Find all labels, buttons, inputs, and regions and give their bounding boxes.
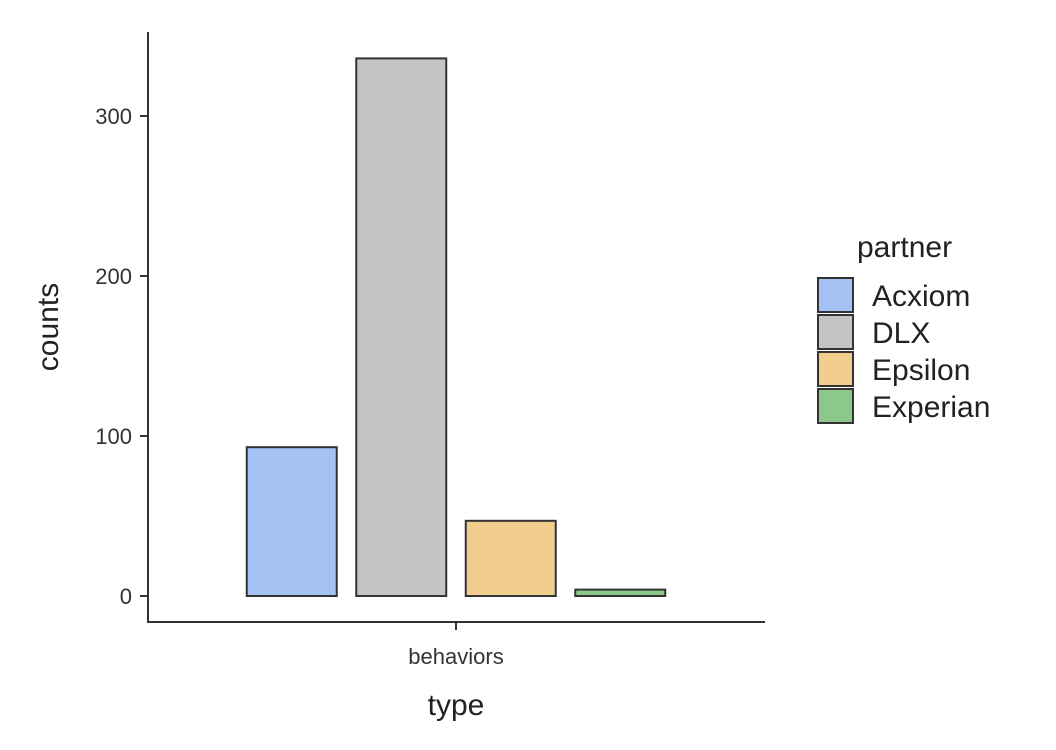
legend-label-epsilon: Epsilon	[872, 354, 970, 387]
legend-key-dlx	[817, 314, 854, 350]
bar-dlx	[355, 57, 448, 597]
legend: partner Acxiom DLX Epsilon Experian	[817, 231, 990, 424]
plot-area	[245, 57, 667, 598]
bar-epsilon	[464, 519, 557, 597]
legend-label-experian: Experian	[872, 391, 990, 424]
legend-label-dlx: DLX	[872, 317, 930, 350]
legend-key-acxiom	[817, 277, 854, 313]
bar-acxiom	[245, 446, 338, 598]
bar-experian	[574, 588, 667, 597]
y-tick-label: 100	[95, 424, 132, 449]
y-tick-label: 300	[95, 104, 132, 129]
legend-key-epsilon	[817, 351, 854, 387]
x-axis-title: type	[428, 689, 485, 722]
y-axis-title: counts	[32, 283, 65, 371]
legend-title: partner	[857, 231, 952, 264]
y-axis: 0 100 200 300	[95, 32, 149, 622]
legend-label-acxiom: Acxiom	[872, 280, 970, 313]
y-tick-label: 200	[95, 264, 132, 289]
y-tick-label: 0	[120, 584, 132, 609]
x-axis: behaviors	[147, 621, 765, 669]
x-tick-label: behaviors	[408, 644, 503, 669]
legend-key-experian	[817, 388, 854, 424]
